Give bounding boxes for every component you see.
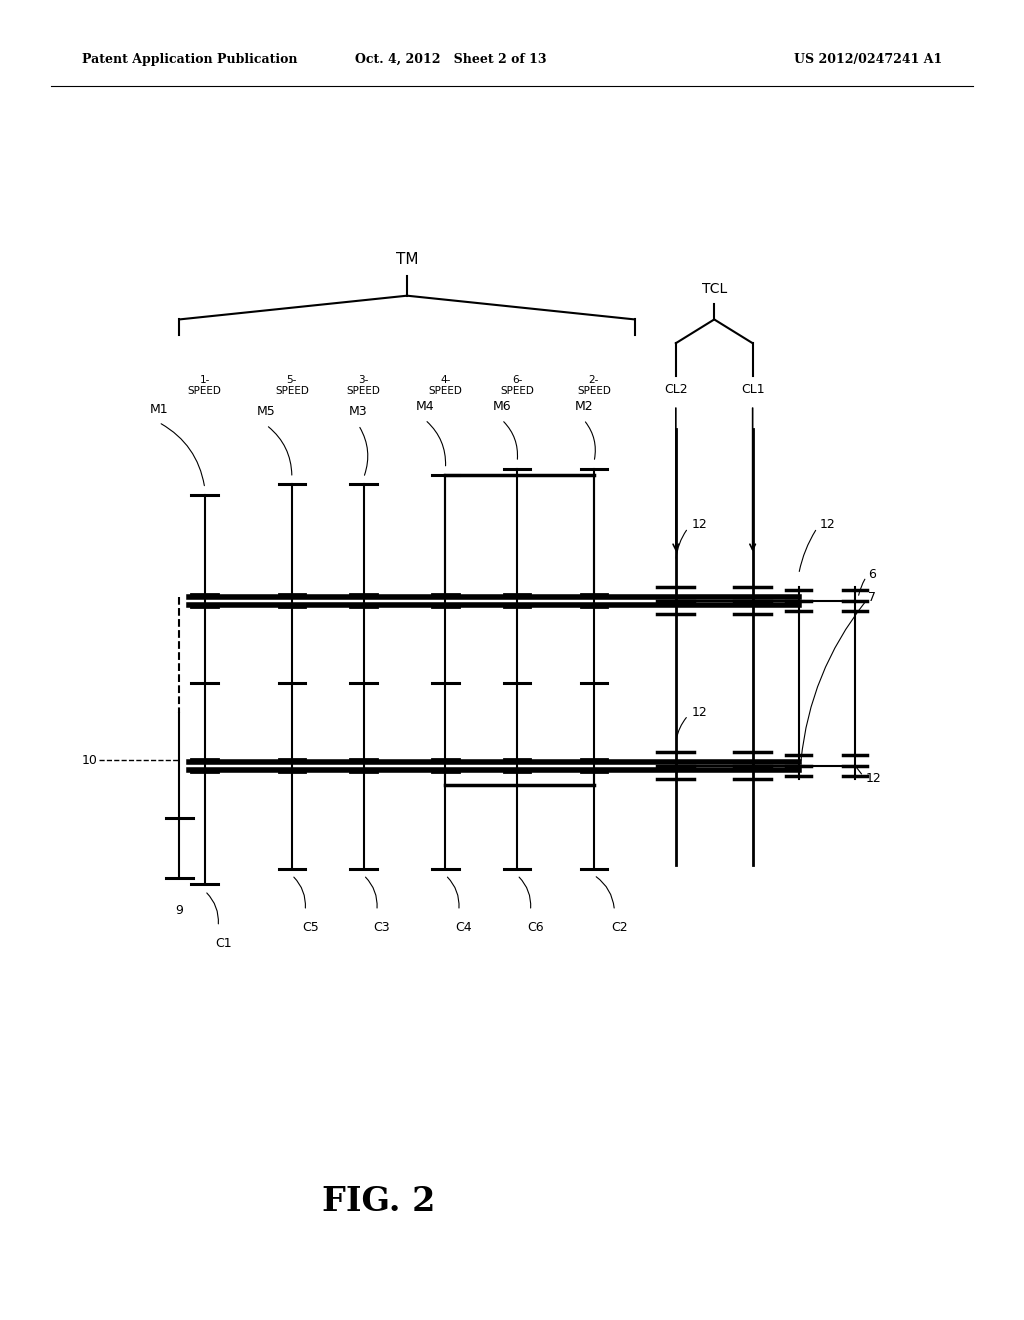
Text: TM: TM [396, 252, 418, 267]
Text: M3: M3 [349, 405, 368, 418]
Text: Oct. 4, 2012   Sheet 2 of 13: Oct. 4, 2012 Sheet 2 of 13 [354, 53, 547, 66]
Text: 10: 10 [81, 754, 97, 767]
Text: 6-
SPEED: 6- SPEED [500, 375, 535, 396]
Text: 7: 7 [868, 591, 877, 605]
Text: Patent Application Publication: Patent Application Publication [82, 53, 297, 66]
Text: US 2012/0247241 A1: US 2012/0247241 A1 [794, 53, 942, 66]
Text: 6: 6 [868, 568, 877, 581]
Text: M6: M6 [493, 400, 511, 413]
Text: 2-
SPEED: 2- SPEED [577, 375, 611, 396]
Text: CL1: CL1 [740, 383, 765, 396]
Text: M5: M5 [257, 405, 275, 418]
Text: TCL: TCL [701, 281, 727, 296]
Text: C6: C6 [527, 921, 544, 935]
Text: 1-
SPEED: 1- SPEED [187, 375, 222, 396]
Text: FIG. 2: FIG. 2 [323, 1185, 435, 1217]
Text: 12: 12 [691, 517, 707, 531]
Text: 9: 9 [175, 904, 183, 917]
Text: M4: M4 [416, 400, 434, 413]
Text: M2: M2 [574, 400, 593, 413]
Text: C1: C1 [215, 937, 231, 950]
Text: 12: 12 [819, 517, 835, 531]
Text: CL2: CL2 [664, 383, 688, 396]
Text: 5-
SPEED: 5- SPEED [274, 375, 309, 396]
Text: C3: C3 [374, 921, 390, 935]
Text: 3-
SPEED: 3- SPEED [346, 375, 381, 396]
Text: C4: C4 [456, 921, 472, 935]
Text: C2: C2 [611, 921, 628, 935]
Text: C5: C5 [302, 921, 318, 935]
Text: 12: 12 [865, 772, 881, 785]
Text: M1: M1 [150, 403, 168, 416]
Text: 12: 12 [691, 706, 707, 719]
Text: 4-
SPEED: 4- SPEED [428, 375, 463, 396]
